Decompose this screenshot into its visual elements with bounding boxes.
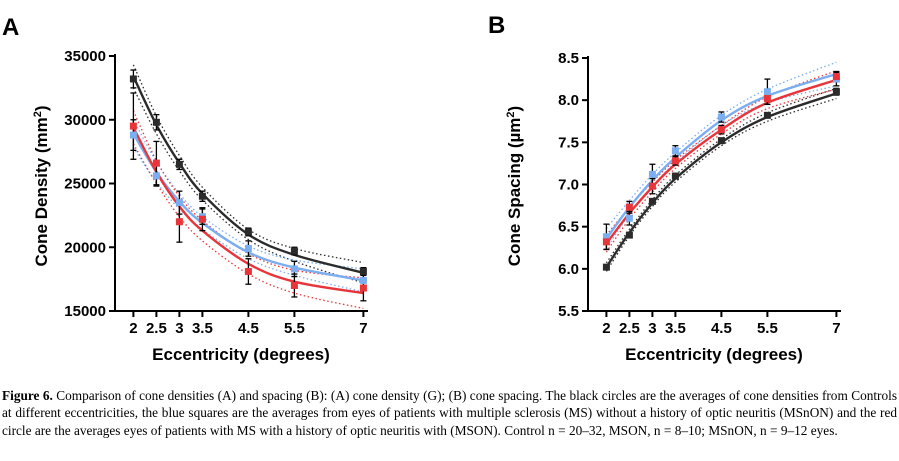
panel-a-x-tick-label: 7 <box>359 320 367 337</box>
caption-text: Comparison of cone densities (A) and spa… <box>2 388 898 438</box>
panel-a-x-tick-label: 2.5 <box>146 320 167 337</box>
panel-a-x-tick-label: 5.5 <box>284 320 305 337</box>
panel-b-control-ci-upper <box>605 87 837 264</box>
panel-b-x-tick-label: 2.5 <box>619 320 640 337</box>
panel-a-mson-point <box>198 215 206 223</box>
panel-a-y-tick-label: 15000 <box>64 303 106 320</box>
panel-b-msnon-point <box>763 88 771 96</box>
panel-b-y-tick-label: 6.0 <box>558 261 579 278</box>
panel-b-y-tick-label: 5.5 <box>558 303 579 320</box>
panel-b-msnon-point <box>671 147 679 155</box>
panel-a-mson-point <box>152 159 160 167</box>
panel-a-ylabel: Cone Density (mm2) <box>32 105 51 266</box>
panel-b-control-point <box>717 137 725 145</box>
panel-b-cone-spacing-chart: 5.5 6.0 6.5 7.0 7.5 8.0 8.5 2 2.5 3 3.5 4.5 5.5 7 Con… <box>505 50 841 364</box>
panel-b-msnon-point <box>648 170 656 178</box>
panel-a-mson-point <box>129 122 137 130</box>
panel-a-y-tick-label: 20000 <box>64 239 106 256</box>
panel-b-control-point <box>832 88 840 96</box>
panel-a-mson-point <box>359 284 367 292</box>
panel-b-x-tick-label: 2 <box>602 320 610 337</box>
panel-b-mson-point <box>625 203 633 211</box>
panel-a-cone-density-chart: 15000 20000 25000 30000 35000 2 2.5 3 3.5 4.5 5.5 7… <box>32 48 368 364</box>
panel-b-ylabel: Cone Spacing (µm2) <box>505 106 524 266</box>
panel-b-mson-point <box>648 182 656 190</box>
panel-a-msnon-point <box>244 245 252 253</box>
panel-a-control-point <box>244 228 252 236</box>
panel-b-mson-point <box>671 157 679 165</box>
panel-b-x-tick-label: 3 <box>648 320 656 337</box>
figure-caption: Figure 6. Comparison of cone densities (… <box>2 387 897 439</box>
panel-b-control-point <box>763 111 771 119</box>
panel-a-xlabel: Eccentricity (degrees) <box>152 345 330 364</box>
panel-a-control-ci-upper <box>132 64 364 264</box>
panel-b-letter: B <box>488 12 505 39</box>
panel-b-x-tick-label: 3.5 <box>665 320 686 337</box>
panel-a-mson-point <box>175 218 183 226</box>
panel-a-control-point <box>359 267 367 275</box>
panel-b-y-tick-label: 8.5 <box>558 50 579 67</box>
panel-a-x-tick-label: 4.5 <box>238 320 259 337</box>
panel-a-msnon-point <box>359 276 367 284</box>
panel-a-msnon-point <box>290 265 298 273</box>
panel-b-mson-point <box>602 238 610 246</box>
caption-label: Figure 6. <box>2 388 53 403</box>
panel-b-y-tick-label: 7.0 <box>558 177 579 194</box>
panel-a-control-point <box>152 118 160 126</box>
panel-b-msnon-ci-lower <box>605 85 837 249</box>
figure: A B 15000 20000 25000 30000 35000 2 2.5 3 3.5 4.5… <box>2 12 841 364</box>
panel-b-y-tick-label: 6.5 <box>558 219 579 236</box>
panel-b-control-ci-lower <box>605 97 837 272</box>
panel-a-x-tick-label: 3.5 <box>192 320 213 337</box>
panel-b-x-tick-label: 7 <box>832 320 840 337</box>
panel-b-msnon-ci-upper <box>605 61 837 229</box>
panel-a-control-point <box>175 160 183 168</box>
panel-a-msnon-point <box>129 131 137 139</box>
panel-a-y-tick-label: 25000 <box>64 176 106 193</box>
panel-a-y-tick-label: 30000 <box>64 112 106 129</box>
panel-a-msnon-point <box>175 199 183 207</box>
panel-b-control-point <box>648 197 656 205</box>
panel-b-control-point <box>625 231 633 239</box>
panel-a-letter: A <box>2 14 19 41</box>
panel-b-msnon-point <box>602 233 610 241</box>
panel-a-mson-point <box>290 282 298 289</box>
panel-b-y-tick-label: 8.0 <box>558 92 579 109</box>
panel-b-msnon-point <box>625 214 633 222</box>
panel-a-x-tick-label: 2 <box>129 320 137 337</box>
panel-b-mson-point <box>717 126 725 134</box>
panel-a-control-point <box>198 192 206 200</box>
panel-b-x-tick-label: 4.5 <box>711 320 732 337</box>
panel-a-y-tick-label: 35000 <box>64 48 106 65</box>
panel-a-control-point <box>290 247 298 255</box>
panel-a-mson-point <box>244 267 252 275</box>
panel-b-mson-point <box>763 94 771 102</box>
panel-a-x-tick-label: 3 <box>175 320 183 337</box>
panel-a-msnon-point <box>152 172 160 180</box>
panel-b-xlabel: Eccentricity (degrees) <box>625 345 803 364</box>
panel-b-mson-ci-upper <box>605 70 837 236</box>
panel-b-control-point <box>602 263 610 271</box>
panel-b-control-point <box>671 172 679 180</box>
panel-a-control-point <box>129 75 137 83</box>
panel-b-x-tick-label: 5.5 <box>757 320 778 337</box>
panel-b-y-tick-label: 7.5 <box>558 134 579 151</box>
panel-b-mson-point <box>832 73 840 81</box>
panel-b-msnon-point <box>717 113 725 121</box>
